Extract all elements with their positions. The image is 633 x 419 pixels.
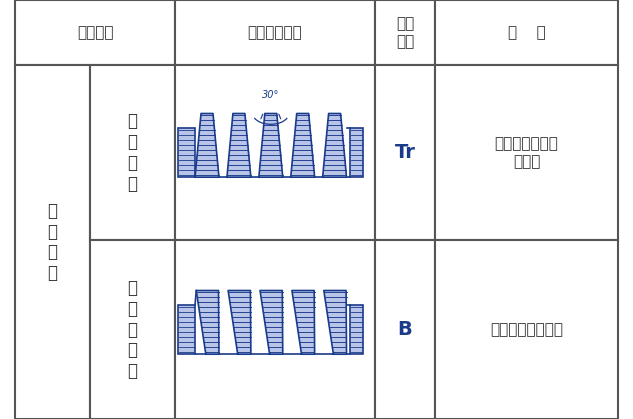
Bar: [435, 0, 618, 65]
Text: 锯
齿
形
螺
纹: 锯 齿 形 螺 纹: [127, 279, 137, 380]
Bar: [175, 0, 375, 65]
Text: 传
动
螺
纹: 传 动 螺 纹: [47, 202, 58, 282]
Bar: [90, 65, 175, 240]
Text: B: B: [398, 320, 412, 339]
Polygon shape: [259, 114, 283, 177]
Text: 只能传递单向动力: 只能传递单向动力: [490, 322, 563, 337]
Polygon shape: [196, 290, 219, 354]
Bar: [177, 128, 195, 177]
Bar: [15, 65, 90, 419]
Text: 螺纹分类: 螺纹分类: [77, 25, 113, 40]
Polygon shape: [324, 290, 346, 354]
Bar: [177, 305, 195, 354]
Bar: [175, 65, 375, 240]
Polygon shape: [323, 114, 346, 177]
Bar: [375, 0, 435, 65]
Text: 梯
形
螺
纹: 梯 形 螺 纹: [127, 112, 137, 193]
Bar: [350, 305, 363, 354]
Text: 可双向传递运动
和动力: 可双向传递运动 和动力: [494, 136, 558, 169]
Bar: [350, 128, 363, 177]
Bar: [175, 240, 375, 419]
Polygon shape: [291, 114, 315, 177]
Bar: [435, 65, 618, 240]
Text: 30°: 30°: [262, 90, 280, 99]
Bar: [375, 65, 435, 240]
Text: 牙形
符号: 牙形 符号: [396, 16, 414, 49]
Polygon shape: [260, 290, 283, 354]
Text: 说    明: 说 明: [508, 25, 546, 40]
Bar: [90, 240, 175, 419]
Bar: [15, 0, 175, 65]
Bar: [375, 240, 435, 419]
Bar: [435, 240, 618, 419]
Text: Tr: Tr: [394, 143, 415, 162]
Polygon shape: [228, 290, 251, 354]
Text: 牙形及牙形角: 牙形及牙形角: [248, 25, 303, 40]
Polygon shape: [292, 290, 315, 354]
Polygon shape: [195, 114, 219, 177]
Polygon shape: [227, 114, 251, 177]
